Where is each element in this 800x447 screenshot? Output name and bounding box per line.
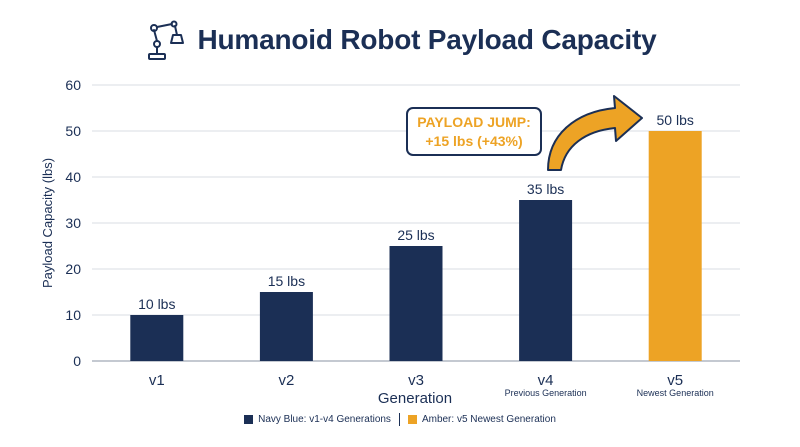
y-tick-label: 20	[65, 261, 81, 277]
y-tick-label: 60	[65, 77, 81, 93]
x-axis-label: Generation	[378, 390, 452, 407]
x-tick-label-v4: v4	[538, 372, 554, 389]
bars	[130, 131, 702, 361]
bar-v2	[259, 292, 313, 361]
x-sublabel-v4: Previous Generation	[505, 388, 587, 398]
y-tick-label: 50	[65, 123, 81, 139]
chart-legend: Navy Blue: v1-v4 Generations Amber: v5 N…	[0, 413, 800, 426]
bar-v5	[648, 131, 702, 361]
legend-swatch-navy	[244, 415, 254, 424]
x-tick-label-v3: v3	[408, 372, 424, 389]
value-label-v5: 50 lbs	[657, 112, 694, 128]
chart-header: Humanoid Robot Payload Capacity	[0, 18, 800, 62]
y-tick-label: 40	[65, 169, 81, 185]
labels: 0 10 20 30 40 50 60 10 lbs v1 15 lbs v2 25 lbs v3 35 …	[65, 77, 713, 398]
value-label-v2: 15 lbs	[268, 273, 305, 289]
legend-label-amber: Amber: v5 Newest Generation	[421, 414, 556, 425]
value-label-v4: 35 lbs	[527, 181, 564, 197]
y-tick-label: 0	[73, 353, 81, 369]
legend-item-navy: Navy Blue: v1-v4 Generations	[244, 414, 391, 425]
y-axis-label: Payload Capacity (lbs)	[40, 158, 55, 288]
x-tick-label-v5: v5	[667, 372, 683, 389]
legend-label-navy: Navy Blue: v1-v4 Generations	[258, 414, 391, 425]
chart-title: Humanoid Robot Payload Capacity	[197, 24, 657, 55]
bar-v1	[130, 315, 184, 361]
annotation-line2: +15 lbs (+43%)	[425, 133, 522, 149]
x-tick-label-v2: v2	[278, 372, 294, 389]
value-label-v3: 25 lbs	[397, 227, 434, 243]
x-tick-label-v1: v1	[149, 372, 165, 389]
legend-divider	[398, 413, 400, 426]
robot-arm-icon	[147, 20, 184, 60]
annotation-box	[406, 107, 542, 156]
x-sublabel-v5: Newest Generation	[637, 388, 714, 398]
payload-jump-annotation: PAYLOAD JUMP: +15 lbs (+43%)	[406, 95, 643, 171]
y-tick-label: 30	[65, 215, 81, 231]
bar-v4	[519, 200, 573, 361]
value-label-v1: 10 lbs	[138, 296, 175, 312]
legend-item-amber: Amber: v5 Newest Generation	[407, 414, 556, 425]
jump-arrow-icon	[547, 95, 643, 171]
legend-swatch-amber	[407, 415, 417, 424]
bar-v3	[389, 246, 443, 361]
annotation-line1: PAYLOAD JUMP:	[417, 114, 531, 130]
y-tick-label: 10	[65, 307, 81, 323]
